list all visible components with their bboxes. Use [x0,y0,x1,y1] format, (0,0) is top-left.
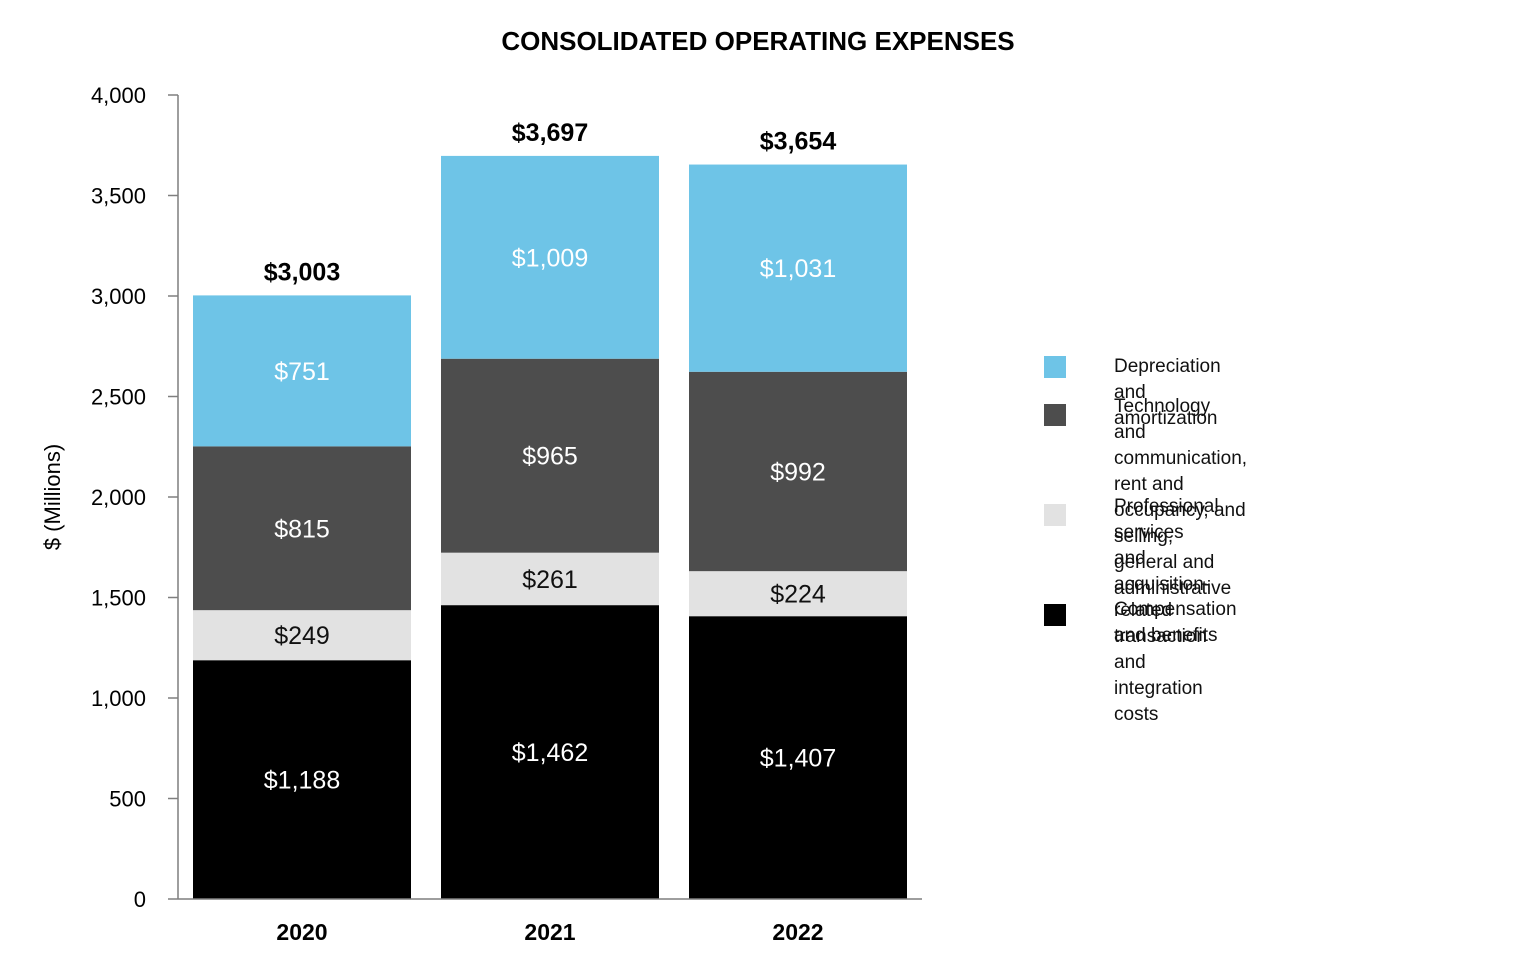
y-tick-label: 1,500 [91,586,146,611]
data-label: $1,462 [512,739,588,767]
bar-segment [441,358,659,553]
data-label: $224 [770,581,826,609]
y-axis: 0 500 1,000 1,500 2,000 2,500 3,000 3,500 4,000 [91,83,179,912]
legend-label: Compensation and benefits [1114,599,1237,646]
data-label: $1,009 [512,244,588,272]
data-label: $965 [522,443,578,471]
y-axis-label: $ (Millions) [40,444,65,550]
data-label: $992 [770,458,826,486]
chart-title: CONSOLIDATED OPERATING EXPENSES [501,26,1014,56]
legend-swatch [1044,356,1066,378]
data-label: $815 [274,515,330,543]
bar-segment [689,164,907,372]
x-axis: 2020 2021 2022 [178,898,922,945]
bar-segment [441,155,659,359]
y-tick-label: 3,000 [91,284,146,309]
total-label: $3,654 [760,128,837,156]
bar-segment [193,295,411,447]
legend-label: Depreciation and amortization [1114,356,1221,429]
x-tick-label: 2021 [524,919,575,945]
x-tick-label: 2020 [276,919,327,945]
total-label: $3,003 [264,258,340,286]
bar-segment [689,571,907,617]
y-tick-label: 500 [109,787,146,812]
y-tick-label: 1,000 [91,686,146,711]
bar-segment [441,605,659,899]
legend-swatch [1044,604,1066,626]
data-label: $1,031 [760,255,836,283]
bar-segment [441,552,659,606]
data-label: $751 [274,358,330,386]
y-tick-label: 0 [134,887,146,912]
y-tick-label: 2,500 [91,385,146,410]
y-tick-label: 2,000 [91,485,146,510]
legend-swatch [1044,504,1066,526]
total-label: $3,697 [512,119,588,147]
data-label: $1,188 [264,767,340,795]
bars: $1,188 $249 $815 $751 $3,003 $1,462 $261 $965 $1… [193,119,907,899]
y-tick-label: 3,500 [91,184,146,209]
bar-segment [193,660,411,899]
data-label: $249 [274,622,330,650]
data-label: $1,407 [760,745,836,773]
bar-segment [193,446,411,611]
bar-segment [689,616,907,899]
bar-segment [193,610,411,661]
bar-segment [689,371,907,572]
legend-label: Technology and communication, rent and o… [1114,396,1248,599]
legend-label: Professional services and acquisition-re… [1114,496,1219,725]
y-tick-label: 4,000 [91,83,146,108]
legend-swatch [1044,404,1066,426]
data-label: $261 [522,566,578,594]
x-tick-label: 2022 [772,919,823,945]
